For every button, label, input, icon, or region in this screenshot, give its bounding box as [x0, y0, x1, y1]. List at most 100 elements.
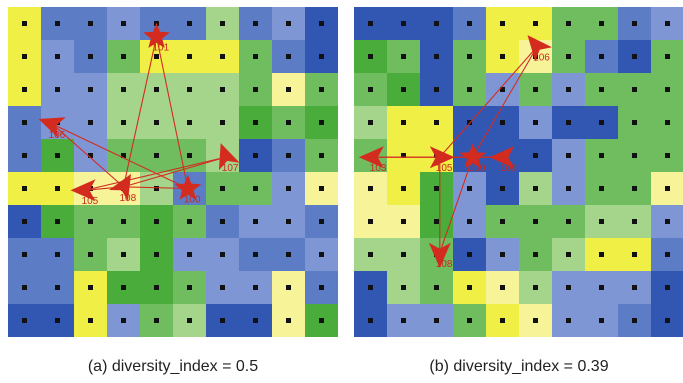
cell-marker: [121, 285, 126, 290]
cell-marker: [533, 87, 538, 92]
grid-cells: [8, 7, 338, 337]
cell-marker: [253, 186, 258, 191]
cell-marker: [467, 318, 472, 323]
cell-marker: [286, 87, 291, 92]
cell-marker: [533, 153, 538, 158]
agent-link: [122, 36, 158, 187]
cell-marker: [401, 54, 406, 59]
cell-marker: [467, 285, 472, 290]
cell-marker: [88, 219, 93, 224]
cell-marker: [22, 120, 27, 125]
cell-marker: [368, 87, 373, 92]
cell-marker: [599, 21, 604, 26]
cell-marker: [632, 285, 637, 290]
cell-marker: [154, 186, 159, 191]
cell-marker: [286, 153, 291, 158]
cell-marker: [632, 54, 637, 59]
cell-marker: [632, 87, 637, 92]
cell-marker: [121, 54, 126, 59]
cell-marker: [566, 318, 571, 323]
cell-marker: [566, 153, 571, 158]
cell-marker: [55, 186, 60, 191]
cell-marker: [401, 87, 406, 92]
cell-marker: [286, 120, 291, 125]
cell-marker: [500, 219, 505, 224]
cell-marker: [665, 120, 670, 125]
agent-label: 106: [49, 130, 66, 141]
agent-label: 109: [500, 163, 517, 174]
cell-marker: [286, 54, 291, 59]
agent-link: [155, 36, 189, 189]
cell-marker: [55, 285, 60, 290]
cell-marker: [253, 87, 258, 92]
cell-marker: [286, 186, 291, 191]
cell-marker: [154, 318, 159, 323]
cell-marker: [319, 87, 324, 92]
cell-marker: [187, 120, 192, 125]
cell-marker: [665, 21, 670, 26]
cell-marker: [319, 120, 324, 125]
cell-marker: [220, 318, 225, 323]
cell-marker: [187, 153, 192, 158]
cell-marker: [154, 120, 159, 125]
cell-marker: [467, 21, 472, 26]
cell-marker: [88, 87, 93, 92]
agent-link: [439, 156, 474, 254]
cell-marker: [286, 252, 291, 257]
cell-marker: [55, 219, 60, 224]
cell-marker: [632, 21, 637, 26]
agent-label: 100: [184, 195, 201, 206]
cell-marker: [220, 285, 225, 290]
cell-marker: [500, 87, 505, 92]
cell-marker: [533, 252, 538, 257]
cell-marker: [22, 252, 27, 257]
cell-marker: [368, 318, 373, 323]
cell-marker: [121, 120, 126, 125]
cell-marker: [368, 186, 373, 191]
cell-marker: [22, 54, 27, 59]
cell-marker: [467, 87, 472, 92]
cell-marker: [665, 318, 670, 323]
cell-marker: [55, 153, 60, 158]
cell-marker: [88, 318, 93, 323]
cell-marker: [500, 21, 505, 26]
cell-marker: [368, 252, 373, 257]
cell-marker: [187, 252, 192, 257]
agent-label: 108: [120, 193, 137, 204]
cell-marker: [599, 285, 604, 290]
cell-marker: [665, 285, 670, 290]
cell-marker: [500, 54, 505, 59]
cell-marker: [599, 54, 604, 59]
cell-marker: [154, 87, 159, 92]
cell-marker: [154, 252, 159, 257]
cell-marker: [187, 318, 192, 323]
cell-marker: [533, 186, 538, 191]
cell-marker: [121, 219, 126, 224]
cell-marker: [401, 219, 406, 224]
cell-marker: [22, 153, 27, 158]
cell-marker: [88, 54, 93, 59]
cell-marker: [434, 120, 439, 125]
agent-link: [123, 156, 226, 188]
cell-marker: [632, 153, 637, 158]
cell-marker: [467, 120, 472, 125]
cell-marker: [253, 285, 258, 290]
cell-marker: [286, 219, 291, 224]
cell-marker: [154, 285, 159, 290]
agent-link: [123, 186, 188, 190]
cell-marker: [665, 87, 670, 92]
cell-marker: [220, 21, 225, 26]
cell-marker: [22, 186, 27, 191]
cell-marker: [187, 285, 192, 290]
cell-marker: [121, 87, 126, 92]
cell-marker: [55, 318, 60, 323]
cell-marker: [319, 252, 324, 257]
cell-marker: [434, 318, 439, 323]
cell-marker: [401, 21, 406, 26]
cell-marker: [154, 219, 159, 224]
cell-marker: [319, 219, 324, 224]
agent-label: 107: [222, 163, 239, 174]
cell-marker: [220, 219, 225, 224]
cell-marker: [632, 186, 637, 191]
agent-arrow-marker: [527, 35, 552, 62]
